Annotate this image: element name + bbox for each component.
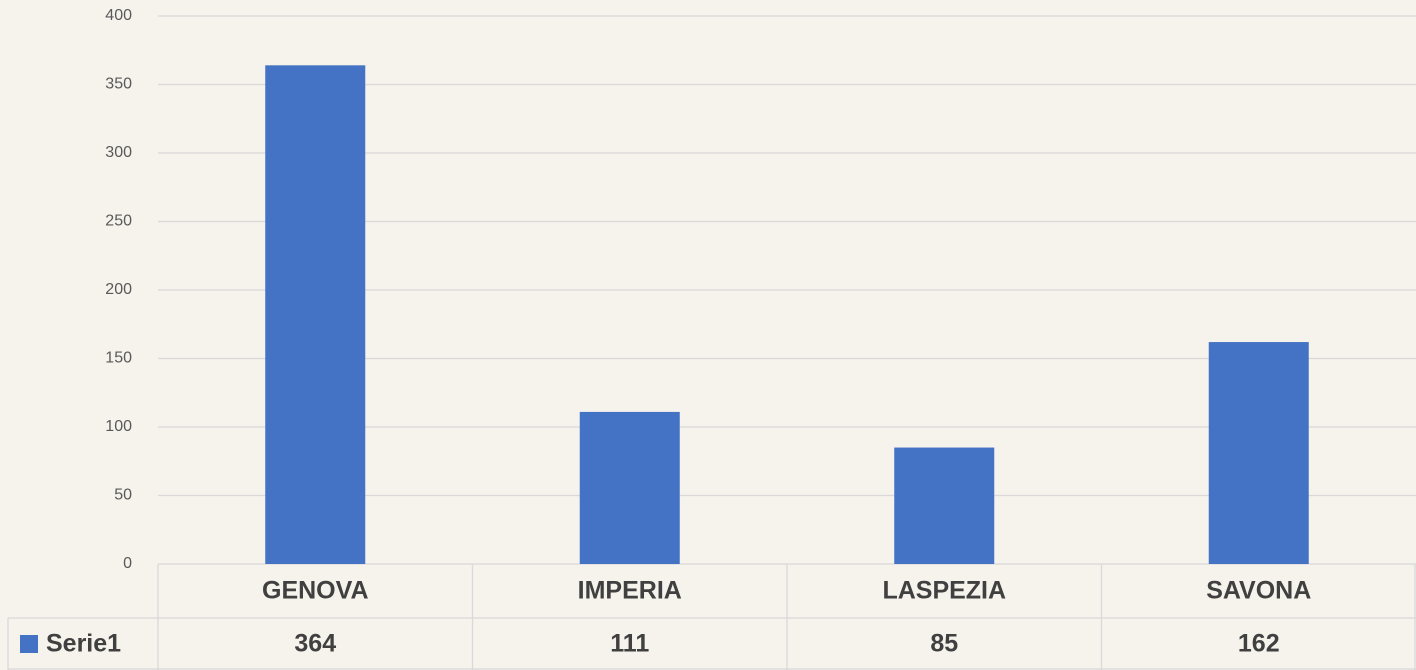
bar — [579, 411, 680, 564]
y-tick-label: 400 — [105, 7, 132, 24]
table-value: 364 — [294, 630, 336, 658]
bar — [1208, 342, 1309, 564]
y-tick-label: 200 — [105, 281, 132, 298]
x-tick-label: SAVONA — [1206, 577, 1311, 605]
x-tick-label: LASPEZIA — [882, 577, 1006, 605]
bar — [265, 65, 366, 564]
y-tick-label: 250 — [105, 213, 132, 230]
bar — [894, 447, 995, 564]
y-tick-label: 350 — [105, 76, 132, 93]
table-value: 162 — [1238, 630, 1280, 658]
table-value: 85 — [930, 630, 958, 658]
y-tick-label: 100 — [105, 418, 132, 435]
y-tick-label: 300 — [105, 144, 132, 161]
y-tick-label: 0 — [123, 555, 132, 572]
x-tick-label: IMPERIA — [578, 577, 682, 605]
table-value: 111 — [610, 630, 649, 658]
x-tick-label: GENOVA — [262, 577, 369, 605]
y-tick-label: 50 — [114, 487, 132, 504]
y-tick-label: 150 — [105, 350, 132, 367]
legend-swatch — [20, 635, 38, 653]
legend-label: Serie1 — [46, 630, 121, 658]
